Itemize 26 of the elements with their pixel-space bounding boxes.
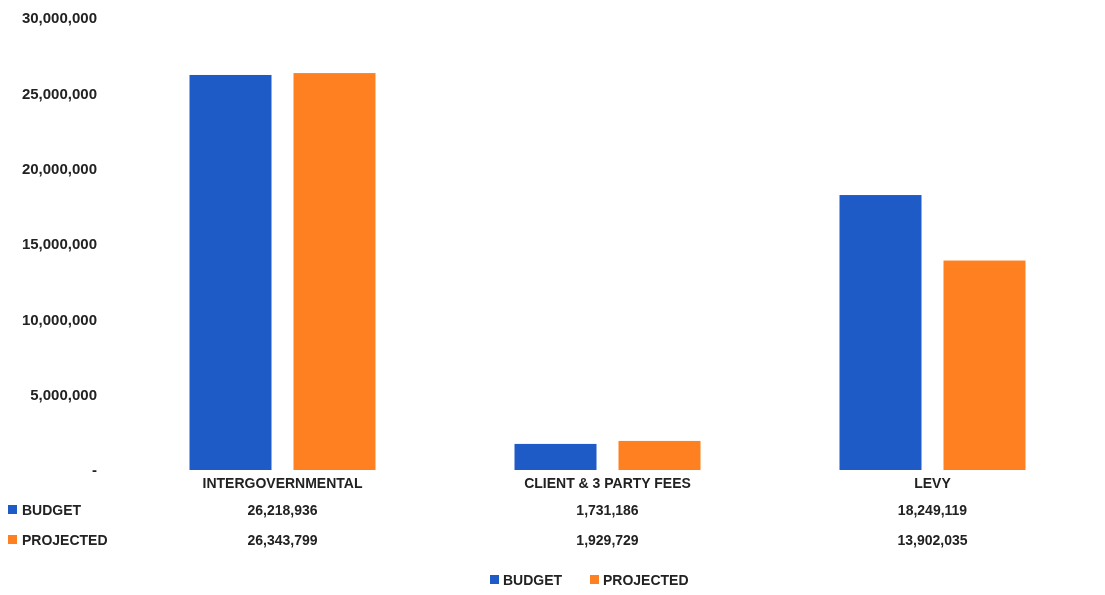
bar xyxy=(189,74,272,470)
text: PROJECTED xyxy=(22,532,108,548)
text: BUDGET xyxy=(22,502,82,518)
bar xyxy=(618,440,701,470)
y-tick-label: 25,000,000 xyxy=(21,84,97,102)
legend-label: PROJECTED xyxy=(603,572,689,588)
x-tick-label: LEVY xyxy=(914,475,952,491)
data-label: 18,249,119 xyxy=(897,502,968,518)
x-tick-label: CLIENT & 3 PARTY FEES xyxy=(524,475,691,491)
y-tick-label: 20,000,000 xyxy=(21,159,97,177)
data-label: 1,731,186 xyxy=(576,502,639,518)
y-tick-label: 30,000,000 xyxy=(21,9,97,27)
data-label: 13,902,035 xyxy=(897,532,968,548)
data-label: 26,343,799 xyxy=(247,532,318,548)
bar xyxy=(293,73,376,470)
y-tick-label: 10,000,000 xyxy=(21,310,97,328)
bar xyxy=(943,260,1026,470)
data-label: 1,929,729 xyxy=(576,532,639,548)
bar xyxy=(514,443,597,470)
y-tick-label: 5,000,000 xyxy=(30,385,97,403)
y-tick-label: - xyxy=(92,461,97,479)
legend-label: BUDGET xyxy=(503,572,563,588)
y-tick-label: 15,000,000 xyxy=(21,235,97,253)
data-label: 26,218,936 xyxy=(247,502,318,518)
x-tick-label: INTERGOVERNMENTAL xyxy=(202,475,363,491)
bar xyxy=(839,195,922,470)
